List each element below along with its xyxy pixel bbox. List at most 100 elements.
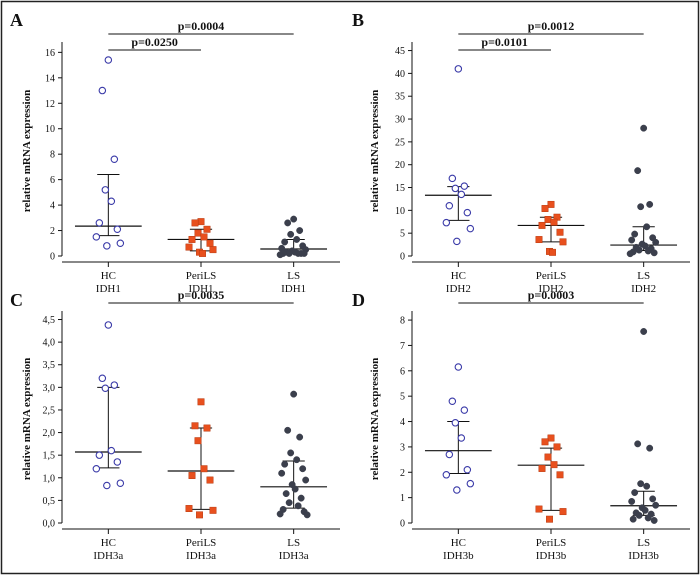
data-point-hc-d [454,363,463,371]
data-point-hc-a [110,155,119,164]
data-point-ls-d [634,440,642,448]
y-tick-label-c: 3,5 [43,360,56,371]
data-point-ls-c [302,476,310,484]
data-point-hc-c [98,374,107,383]
x-category-label-c: LS [287,537,300,549]
x-category-label-b: PeriLS [536,270,567,282]
data-point-hc-c [103,481,111,490]
data-point-perils-d [538,465,546,472]
data-point-perils-a [185,243,193,251]
data-point-ls-c [299,465,307,473]
x-category-sublabel-a: IDH1 [188,283,213,295]
y-tick-label-c: 2,5 [43,405,56,416]
data-point-perils-b [538,221,546,229]
data-point-ls-c [297,494,305,502]
y-tick-label-a: 6 [50,175,55,186]
data-point-perils-b [550,218,558,226]
data-point-perils-b [547,200,555,208]
data-point-perils-b [556,228,564,236]
data-point-perils-b [541,205,549,212]
data-point-ls-b [646,200,654,208]
data-point-ls-b [626,250,634,258]
data-point-perils-d [546,515,553,523]
y-tick-label-d: 8 [400,316,405,327]
data-point-perils-b [544,216,552,223]
x-category-label-c: PeriLS [186,537,217,549]
p-value-label-d: p=0.0003 [528,288,575,302]
y-tick-label-c: 4,5 [43,315,56,326]
y-tick-label-d: 7 [400,341,405,352]
data-point-hc-d [457,434,466,442]
p-value-label-a: p=0.0250 [131,35,178,49]
data-point-ls-b [640,124,648,132]
data-point-hc-d [451,419,460,427]
panel-letter-d: D [352,290,365,310]
data-point-hc-a [101,186,110,194]
data-point-ls-c [290,390,298,398]
data-point-ls-d [631,489,639,497]
x-category-label-d: LS [637,537,650,549]
y-tick-label-b: 35 [395,92,405,103]
y-tick-label-b: 10 [395,206,405,217]
x-category-sublabel-b: IDH2 [631,283,656,295]
y-axis-label-c: relative mRNA expression [21,358,33,480]
data-point-perils-d [541,438,549,446]
data-point-perils-d [556,471,564,479]
x-category-sublabel-d: IDH3b [628,550,659,562]
x-category-label-d: PeriLS [536,537,567,549]
data-point-perils-a [188,236,196,243]
data-point-perils-b [535,236,543,244]
p-value-label-a: p=0.0004 [178,19,225,33]
data-point-ls-d [646,444,654,452]
data-point-hc-a [103,242,111,250]
data-point-ls-d [641,506,649,514]
data-point-perils-c [209,506,217,514]
y-tick-label-c: 3,0 [43,383,56,394]
data-point-hc-a [104,56,113,64]
data-point-perils-c [196,511,203,519]
data-point-hc-d [466,479,475,488]
data-point-hc-b [448,174,457,183]
data-point-ls-b [641,242,649,250]
data-point-hc-d [460,406,469,414]
data-point-perils-d [547,434,555,442]
data-point-hc-d [448,397,457,405]
data-point-ls-d [628,497,636,505]
x-category-sublabel-d: IDH3b [443,550,474,562]
y-tick-label-d: 0 [400,519,405,530]
data-point-perils-a [209,246,217,254]
data-point-ls-a [294,250,302,257]
data-point-ls-c [293,456,301,464]
data-point-hc-b [457,190,466,199]
y-tick-label-a: 4 [50,201,55,212]
y-tick-label-d: 3 [400,442,405,453]
data-point-ls-b [628,236,636,244]
data-point-perils-c [194,437,202,445]
y-tick-label-c: 0,0 [43,519,56,530]
data-point-ls-b [644,247,652,255]
x-category-sublabel-a: IDH1 [281,283,306,295]
data-point-hc-d [445,450,454,459]
data-point-ls-a [276,251,284,259]
data-point-hc-d [442,471,451,479]
data-point-ls-a [293,236,301,243]
x-category-sublabel-a: IDH1 [96,283,121,295]
data-point-perils-a [206,239,214,247]
data-point-ls-c [278,469,286,477]
y-tick-label-b: 15 [395,183,405,194]
data-point-hc-b [466,224,475,233]
y-tick-label-a: 10 [45,124,55,135]
x-category-sublabel-d: IDH3b [536,550,567,562]
data-point-ls-d [649,495,657,503]
data-point-ls-a [290,215,298,223]
x-category-sublabel-c: IDH3a [93,550,123,562]
y-tick-label-b: 45 [395,46,405,57]
x-category-label-a: LS [287,270,300,282]
panel-letter-b: B [352,10,364,30]
data-point-perils-a [197,218,205,226]
data-point-perils-b [549,248,556,256]
data-point-ls-d [650,517,658,524]
data-point-hc-b [460,182,469,190]
